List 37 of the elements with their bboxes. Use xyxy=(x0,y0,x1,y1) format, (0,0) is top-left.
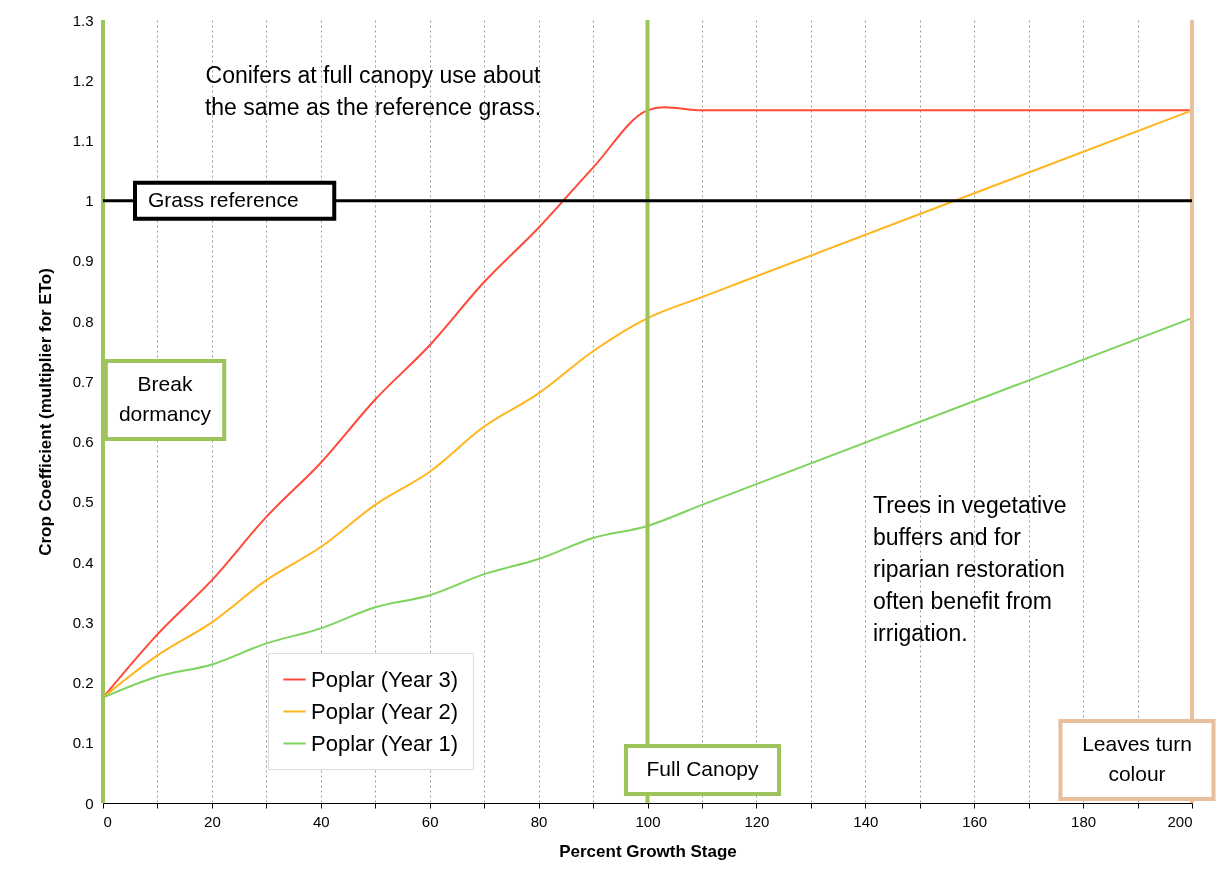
y-tick-label: 0.8 xyxy=(72,312,94,330)
legend-label: Poplar (Year 3) xyxy=(311,666,459,692)
y-tick-label: 0.6 xyxy=(72,433,94,451)
x-tick-label: 180 xyxy=(1071,812,1097,830)
y-tick-label: 0.7 xyxy=(72,372,94,390)
ref-line-label: Leaves turn colour xyxy=(1082,732,1192,785)
y-tick-label: 0.3 xyxy=(72,613,94,631)
annotation: Trees in vegetative buffers and for riparian restoration often benefit from irrigation. xyxy=(873,492,1067,646)
x-tick-label: 120 xyxy=(744,812,770,830)
y-tick-label: 0.2 xyxy=(72,674,94,692)
y-tick-label: 1 xyxy=(85,192,94,210)
x-tick-label: 20 xyxy=(204,812,221,830)
legend-label: Poplar (Year 2) xyxy=(311,698,459,724)
x-tick-label: 200 xyxy=(1167,812,1193,830)
x-tick-label: 60 xyxy=(421,812,439,830)
x-tick-label: 80 xyxy=(530,812,548,830)
ref-line-label: Full Canopy xyxy=(646,757,760,780)
y-tick-label: 0.4 xyxy=(72,553,94,571)
y-tick-label: 1.2 xyxy=(72,71,94,89)
annotation: Conifers at full canopy use about the same as the reference grass. xyxy=(204,62,542,120)
x-tick-label: 160 xyxy=(962,812,988,830)
ref-line-label: Grass reference xyxy=(148,187,299,211)
y-tick-label: 0 xyxy=(85,794,94,812)
x-tick-label: 0 xyxy=(103,812,112,830)
y-tick-label: 1.3 xyxy=(72,11,94,29)
x-tick-label: 40 xyxy=(312,812,330,830)
x-axis-title: Percent Growth Stage xyxy=(559,841,737,861)
legend-label: Poplar (Year 1) xyxy=(311,730,459,756)
line-series xyxy=(102,317,1193,699)
y-tick-label: 0.5 xyxy=(72,493,94,511)
x-tick-label: 140 xyxy=(853,812,879,830)
y-axis-title: Crop Coefficient (multiplier for ETo) xyxy=(35,268,55,556)
y-tick-label: 0.9 xyxy=(72,252,94,270)
y-tick-label: 0.1 xyxy=(72,734,94,752)
x-tick-label: 100 xyxy=(635,812,661,830)
y-tick-label: 1.1 xyxy=(72,131,94,149)
ref-line-label: Break dormancy xyxy=(118,372,212,425)
